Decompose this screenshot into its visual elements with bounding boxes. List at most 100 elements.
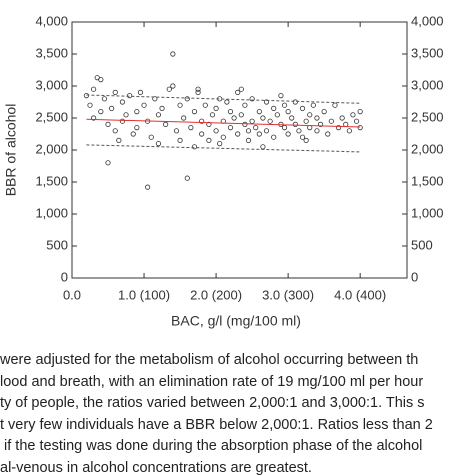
y2-tick-label: 2,500	[411, 109, 444, 124]
y-tick-label: 4,000	[35, 13, 68, 28]
data-point	[163, 121, 169, 128]
y2-tick-label: 500	[411, 237, 433, 252]
data-point	[281, 125, 288, 131]
data-point	[310, 102, 316, 108]
data-point	[134, 125, 140, 131]
data-point	[238, 86, 244, 92]
data-point	[256, 109, 262, 115]
data-point	[105, 160, 111, 166]
data-point	[274, 112, 280, 118]
data-point	[184, 175, 190, 181]
data-point	[249, 96, 255, 102]
y-axis-title: BBR of alcohol	[3, 104, 19, 197]
data-point	[227, 109, 234, 115]
data-point	[170, 51, 176, 57]
caption-line: al-venous in alcohol concentrations are …	[0, 459, 312, 476]
data-point	[112, 89, 118, 96]
data-point	[253, 125, 259, 131]
data-point	[289, 115, 295, 121]
data-point	[303, 137, 309, 143]
data-point	[303, 118, 309, 124]
data-point	[152, 96, 158, 102]
x-tick-label: 3.0 (300)	[262, 287, 314, 302]
data-point	[199, 131, 205, 137]
data-point	[260, 144, 266, 150]
data-point	[170, 83, 176, 89]
data-point	[191, 144, 198, 150]
data-point	[91, 115, 97, 121]
data-point	[116, 137, 122, 143]
data-point	[141, 102, 147, 108]
data-point	[173, 128, 180, 134]
y2-tick-label: 2,000	[411, 141, 444, 156]
data-point	[206, 137, 212, 143]
data-point	[213, 105, 219, 112]
y-tick-label: 3,000	[35, 77, 68, 92]
data-point	[202, 102, 208, 108]
caption-line: if the testing was done during the absor…	[0, 438, 423, 454]
y-tick-label: 500	[46, 237, 68, 252]
data-point	[101, 96, 108, 102]
data-point	[119, 99, 126, 105]
data-point	[285, 131, 291, 137]
data-point	[134, 109, 140, 115]
data-point	[235, 131, 241, 137]
data-point	[87, 102, 93, 108]
data-point	[357, 125, 363, 131]
data-point	[112, 128, 118, 134]
data-point	[148, 134, 154, 140]
data-point	[166, 86, 172, 92]
data-point	[332, 102, 338, 108]
data-point	[256, 131, 262, 137]
data-point	[335, 125, 342, 131]
data-point	[307, 112, 313, 118]
data-point	[119, 118, 126, 124]
data-point	[281, 102, 288, 108]
data-point	[130, 131, 136, 137]
data-point	[231, 115, 237, 121]
data-point	[296, 128, 302, 134]
data-point	[292, 121, 298, 128]
data-point	[260, 115, 266, 121]
fit-line	[86, 118, 361, 128]
data-point	[137, 89, 144, 96]
data-point	[105, 121, 111, 128]
data-point	[346, 128, 352, 134]
y-tick-label: 3,500	[35, 45, 68, 60]
y-tick-label: 0	[61, 269, 68, 284]
data-point	[123, 112, 129, 118]
data-point	[127, 93, 133, 99]
plot-frame	[71, 21, 408, 279]
data-point	[249, 118, 255, 124]
y-tick-label: 1,500	[35, 173, 68, 188]
data-point	[159, 105, 165, 112]
data-point	[321, 109, 327, 115]
x-tick-label: 2.0 (200)	[190, 287, 242, 302]
data-point	[278, 93, 284, 99]
data-point	[245, 128, 252, 134]
bound-line	[86, 94, 361, 104]
y-tick-label: 2,000	[35, 141, 68, 156]
y2-tick-label: 3,000	[411, 77, 444, 92]
data-point	[155, 141, 162, 147]
data-point	[227, 125, 234, 131]
data-point	[343, 121, 349, 128]
data-point	[328, 118, 334, 124]
x-tick-label: 1.0 (100)	[118, 287, 170, 302]
y2-tick-label: 1,500	[411, 173, 444, 188]
caption-line: lood and breath, with an elimination rat…	[0, 373, 424, 390]
data-point	[191, 109, 198, 115]
data-point	[314, 128, 320, 134]
data-point	[325, 131, 331, 137]
data-point	[109, 105, 115, 112]
data-point	[188, 125, 194, 131]
data-point	[83, 93, 90, 99]
caption-line: ty of people, the ratios varied between …	[0, 395, 425, 411]
data-point	[235, 89, 241, 96]
data-point	[339, 115, 345, 121]
data-point	[91, 86, 97, 92]
data-point	[220, 134, 226, 140]
data-point	[199, 118, 205, 124]
data-point	[271, 134, 277, 140]
